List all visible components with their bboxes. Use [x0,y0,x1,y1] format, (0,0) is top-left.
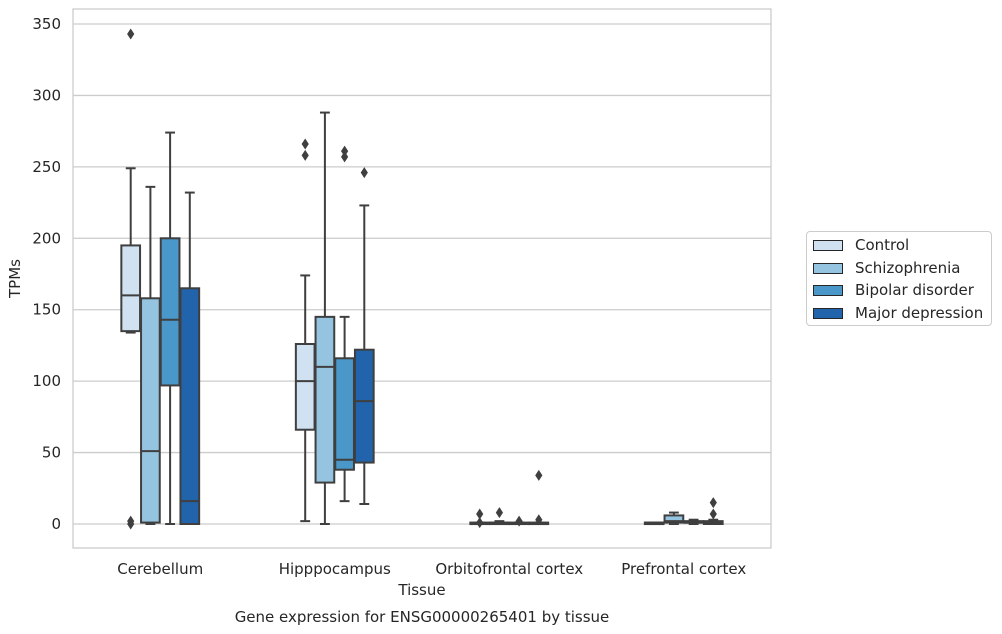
outlier-point [535,514,543,526]
outlier-point [709,497,717,509]
legend-label-control: Control [855,236,910,254]
box-schizophrenia [489,507,510,526]
box-plot-series [120,28,724,530]
outlier-point [127,28,135,40]
x-tick-label: Hipppocampus [279,560,391,578]
y-axis-ticks: 0 50 100 150 200 250 300 350 [32,15,61,533]
box-body [353,348,375,464]
box-bipolar-disorder [508,515,530,527]
legend-swatch-bipolar-disorder [813,284,843,296]
y-tick-label: 100 [32,372,61,390]
outlier-point [476,517,484,529]
legend-label-bipolar-disorder: Bipolar disorder [855,281,974,299]
outlier-point [341,145,349,157]
box-control [120,28,142,530]
box-body [334,357,355,471]
legend-swatch-major-depression [813,307,843,319]
y-tick-label: 0 [51,515,61,533]
box-body [140,297,161,524]
x-axis-label: Tissue [397,581,445,599]
chart-title: Gene expression for ENSG00000265401 by t… [235,608,610,626]
box-major-depression [528,469,550,526]
box-body [663,514,685,524]
box-schizophrenia [663,511,685,525]
legend-item-schizophrenia: Schizophrenia [813,258,960,278]
box-major-depression [702,497,724,526]
outlier-point [709,508,717,520]
box-bipolar-disorder [159,131,181,525]
x-tick-label: Cerebellum [117,560,203,578]
y-tick-label: 300 [32,86,61,104]
legend-label-major-depression: Major depression [855,304,984,322]
box-body [294,343,316,431]
box-schizophrenia [314,111,336,525]
y-tick-label: 50 [42,444,61,462]
y-tick-label: 150 [32,301,61,319]
plot-frame [72,8,772,549]
y-axis-label: TPMs [6,259,24,299]
outlier-point [301,149,309,161]
box-major-depression [179,191,201,525]
box-control [294,138,316,523]
outlier-point [127,518,135,530]
box-body [159,237,181,387]
outlier-point [495,507,503,519]
box-schizophrenia [140,185,161,525]
box-body [179,287,201,525]
x-tick-label: Orbitofrontal cortex [435,560,583,578]
outlier-point [341,151,349,163]
box-control [469,508,491,529]
box-control [643,521,665,526]
x-axis-ticks: Cerebellum Hipppocampus Orbitofrontal cort… [117,560,746,578]
legend-item-bipolar-disorder: Bipolar disorder [813,280,974,300]
y-tick-label: 200 [32,229,61,247]
legend-swatch-control [813,239,843,251]
box-body [314,315,336,484]
legend-item-control: Control [813,235,909,255]
outlier-point [360,167,368,179]
box-bipolar-disorder [334,145,355,503]
box-bipolar-disorder [683,518,704,525]
outlier-point [535,469,543,481]
box-body [120,244,142,333]
y-tick-label: 250 [32,158,61,176]
outlier-point [476,508,484,520]
legend-item-major-depression: Major depression [813,303,983,323]
legend: Control Schizophrenia Bipolar disorder M… [806,231,992,326]
outlier-point [515,515,523,527]
box-major-depression [353,167,375,505]
outlier-point [301,138,309,150]
y-tick-label: 350 [32,15,61,33]
x-tick-label: Prefrontal cortex [621,560,746,578]
legend-swatch-schizophrenia [813,262,843,274]
legend-label-schizophrenia: Schizophrenia [855,259,961,277]
